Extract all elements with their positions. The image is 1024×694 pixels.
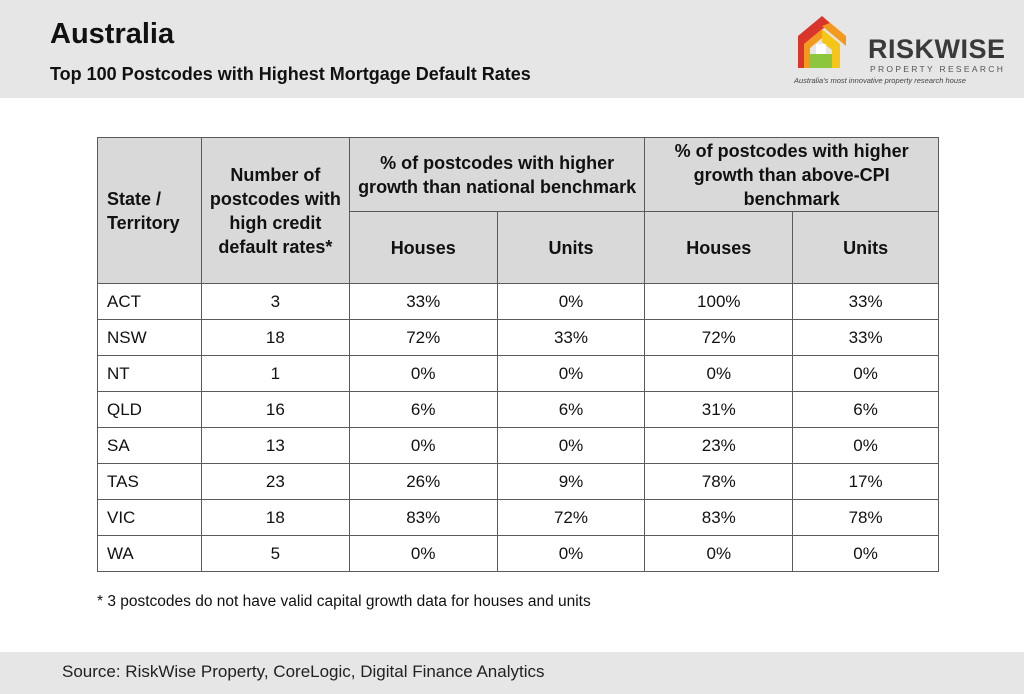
- header-national-units: Units: [496, 211, 646, 284]
- cell-cpi-houses: 72%: [644, 319, 794, 356]
- header-national-houses: Houses: [348, 211, 498, 284]
- cell-state: TAS: [97, 463, 202, 500]
- cell-cpi-units: 33%: [792, 319, 939, 356]
- logo-name: RISKWISE: [868, 34, 1006, 64]
- cell-cpi-units: 78%: [792, 499, 939, 536]
- cell-nat-houses: 26%: [348, 463, 498, 500]
- footer-band: Source: RiskWise Property, CoreLogic, Di…: [0, 652, 1024, 694]
- header-state: State / Territory: [97, 137, 202, 284]
- cell-nat-units: 0%: [496, 355, 646, 392]
- cell-nat-units: 6%: [496, 391, 646, 428]
- cell-cpi-houses: 23%: [644, 427, 794, 464]
- cell-nat-units: 0%: [496, 535, 646, 572]
- cell-cpi-houses: 0%: [644, 355, 794, 392]
- logo-tagline: Australia's most innovative property res…: [794, 76, 966, 85]
- cell-count: 23: [200, 463, 350, 500]
- cell-nat-units: 33%: [496, 319, 646, 356]
- cell-count: 5: [200, 535, 350, 572]
- header-band: Australia Top 100 Postcodes with Highest…: [0, 0, 1024, 98]
- cell-cpi-units: 0%: [792, 355, 939, 392]
- cell-nat-units: 72%: [496, 499, 646, 536]
- cell-state: WA: [97, 535, 202, 572]
- cell-state: NT: [97, 355, 202, 392]
- page-title: Australia: [50, 18, 175, 50]
- cell-nat-houses: 6%: [348, 391, 498, 428]
- header-count: Number of postcodes with high credit def…: [200, 137, 350, 284]
- table-row: QLD 16 6% 6% 31% 6%: [97, 391, 939, 428]
- cell-nat-units: 0%: [496, 283, 646, 320]
- cell-cpi-units: 0%: [792, 427, 939, 464]
- cell-nat-units: 0%: [496, 427, 646, 464]
- footnote: * 3 postcodes do not have valid capital …: [97, 593, 591, 610]
- cell-cpi-houses: 0%: [644, 535, 794, 572]
- header-cpi-houses: Houses: [644, 211, 794, 284]
- cell-count: 3: [200, 283, 350, 320]
- cell-cpi-units: 17%: [792, 463, 939, 500]
- cell-count: 16: [200, 391, 350, 428]
- cell-state: QLD: [97, 391, 202, 428]
- source-text: Source: RiskWise Property, CoreLogic, Di…: [62, 662, 545, 681]
- header-national-benchmark: % of postcodes with higher growth than n…: [348, 137, 646, 212]
- cell-nat-houses: 83%: [348, 499, 498, 536]
- cell-state: VIC: [97, 499, 202, 536]
- cell-cpi-houses: 100%: [644, 283, 794, 320]
- table-row: VIC 18 83% 72% 83% 78%: [97, 499, 939, 536]
- cell-nat-houses: 33%: [348, 283, 498, 320]
- cell-state: SA: [97, 427, 202, 464]
- cell-state: NSW: [97, 319, 202, 356]
- table-row: TAS 23 26% 9% 78% 17%: [97, 463, 939, 500]
- cell-state: ACT: [97, 283, 202, 320]
- riskwise-logo: RISKWISE PROPERTY RESEARCH Australia's m…: [792, 12, 1007, 90]
- cell-cpi-houses: 78%: [644, 463, 794, 500]
- page-subtitle: Top 100 Postcodes with Highest Mortgage …: [50, 64, 531, 84]
- cell-count: 13: [200, 427, 350, 464]
- header-cpi-units: Units: [792, 211, 939, 284]
- cell-cpi-units: 0%: [792, 535, 939, 572]
- cell-cpi-houses: 83%: [644, 499, 794, 536]
- cell-count: 1: [200, 355, 350, 392]
- logo-subtitle: PROPERTY RESEARCH: [870, 64, 1006, 74]
- cell-nat-houses: 0%: [348, 535, 498, 572]
- house-logo-icon: [798, 16, 846, 68]
- cell-cpi-units: 6%: [792, 391, 939, 428]
- header-cpi-benchmark: % of postcodes with higher growth than a…: [644, 137, 939, 212]
- cell-nat-houses: 0%: [348, 355, 498, 392]
- cell-nat-houses: 72%: [348, 319, 498, 356]
- table-row: SA 13 0% 0% 23% 0%: [97, 427, 939, 464]
- cell-count: 18: [200, 319, 350, 356]
- cell-nat-units: 9%: [496, 463, 646, 500]
- cell-cpi-houses: 31%: [644, 391, 794, 428]
- table-row: WA 5 0% 0% 0% 0%: [97, 535, 939, 572]
- cell-nat-houses: 0%: [348, 427, 498, 464]
- table-row: NSW 18 72% 33% 72% 33%: [97, 319, 939, 356]
- table-row: ACT 3 33% 0% 100% 33%: [97, 283, 939, 320]
- default-rates-table: State / Territory Number of postcodes wi…: [97, 137, 939, 572]
- cell-cpi-units: 33%: [792, 283, 939, 320]
- cell-count: 18: [200, 499, 350, 536]
- table-row: NT 1 0% 0% 0% 0%: [97, 355, 939, 392]
